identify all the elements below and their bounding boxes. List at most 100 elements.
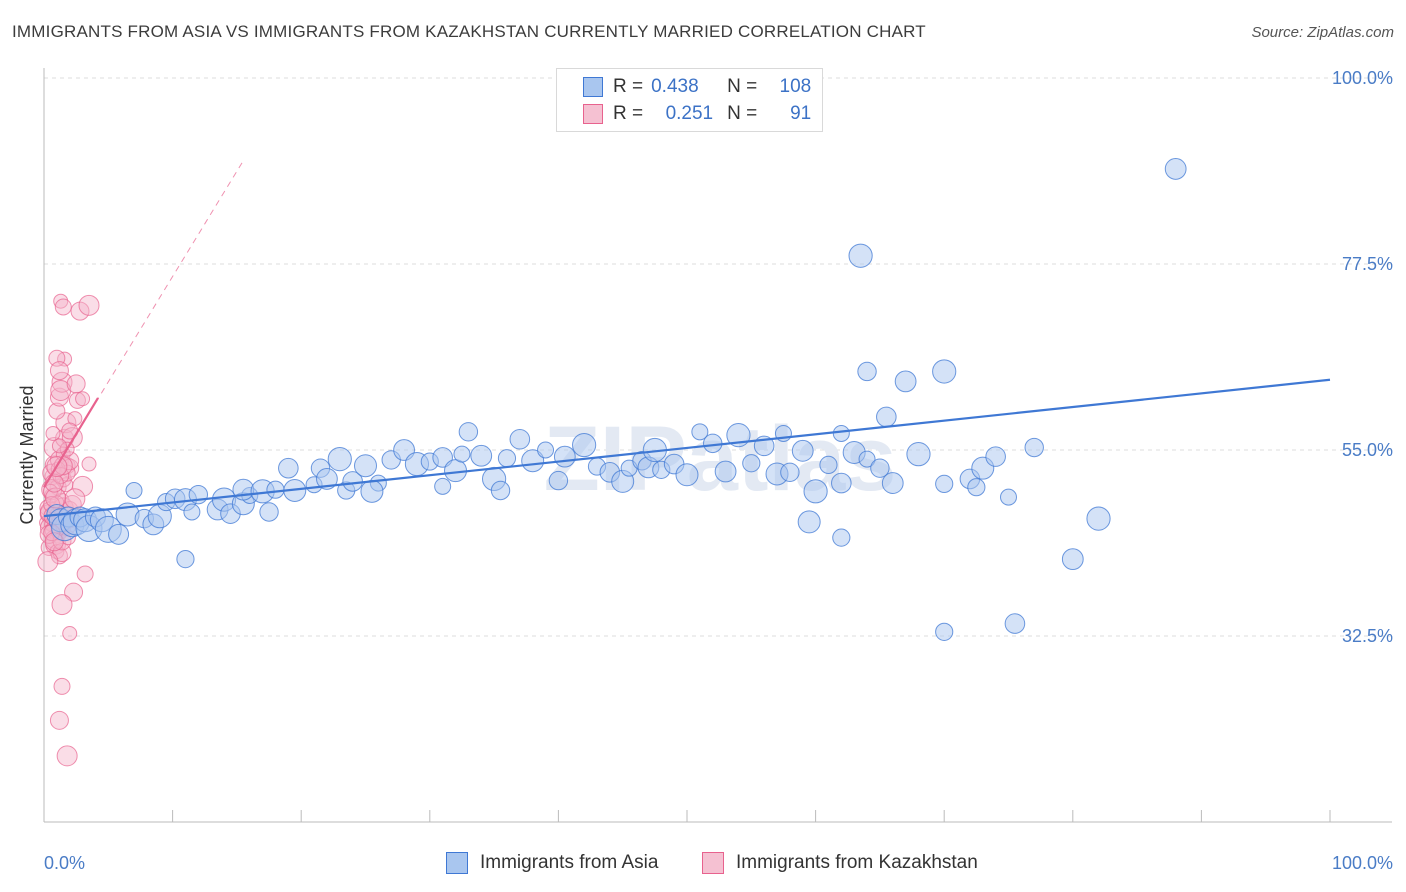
asia-point	[470, 444, 493, 467]
n-value: 91	[790, 103, 812, 124]
asia-point	[327, 446, 352, 472]
kazakhstan-trend-line	[43, 397, 99, 488]
asia-point	[780, 462, 800, 483]
asia-point	[906, 442, 931, 467]
r-value: 0.251	[665, 103, 714, 124]
kazakhstan-trend-extension	[43, 160, 244, 488]
asia-point	[183, 503, 201, 521]
asia-point	[1164, 158, 1187, 180]
asia-point	[832, 528, 851, 547]
kazakhstan-point	[53, 293, 69, 309]
kazakhstan-point	[64, 582, 84, 602]
r-label: R =	[613, 76, 644, 97]
asia-point	[985, 446, 1006, 467]
asia-point	[553, 445, 576, 468]
asia-point	[537, 441, 555, 459]
asia-point	[278, 457, 299, 479]
kazakhstan-point	[64, 488, 86, 510]
asia-point	[932, 359, 957, 384]
asia-point	[876, 406, 897, 428]
asia-point	[857, 361, 877, 382]
asia-point	[742, 454, 761, 473]
watermark: ZIPatlas	[544, 408, 897, 510]
asia-point	[935, 474, 954, 493]
asia-point	[1024, 437, 1044, 458]
asia-point	[497, 449, 517, 468]
kazakhstan-point	[45, 425, 61, 441]
kazakhstan-point	[51, 371, 73, 393]
asia-point	[870, 458, 890, 478]
axes	[43, 68, 1392, 823]
asia-point	[176, 550, 195, 569]
asia-point	[360, 479, 384, 503]
legend-swatch-kazakhstan	[702, 852, 724, 874]
y-axis-label: Currently Married	[17, 385, 37, 524]
n-label: N =	[727, 103, 758, 124]
n-value: 108	[779, 76, 812, 97]
source-label: Source: ZipAtlas.com	[1251, 24, 1394, 41]
asia-point	[266, 480, 285, 499]
kazakhstan-point	[51, 594, 73, 616]
legend-item-asia: Immigrants from Asia	[446, 852, 658, 874]
kazakhstan-point	[78, 294, 100, 316]
kazakhstan-point	[76, 565, 94, 583]
legend-item-kazakhstan: Immigrants from Kazakhstan	[702, 852, 978, 874]
kazakhstan-point	[72, 475, 94, 497]
kazakhstan-point	[50, 547, 68, 565]
legend-swatch-asia	[446, 852, 468, 874]
x-tick-labels: 0.0% 100.0%	[44, 853, 1393, 873]
series-legend: Immigrants from Asia Immigrants from Kaz…	[0, 852, 1406, 878]
kazakhstan-point	[56, 745, 78, 767]
asia-point	[832, 424, 850, 442]
asia-point	[848, 243, 873, 268]
r-label: R =	[613, 103, 644, 124]
kazakhstan-point	[53, 677, 71, 695]
asia-point	[259, 502, 279, 522]
kazakhstan-point	[48, 402, 66, 420]
asia-point	[316, 468, 338, 490]
legend-label-kazakhstan: Immigrants from Kazakhstan	[736, 852, 978, 873]
x-tick-label: 100.0%	[1332, 853, 1393, 873]
y-tick-label: 77.5%	[1342, 254, 1393, 274]
x-tick-label: 0.0%	[44, 853, 85, 873]
kazakhstan-point	[66, 374, 86, 394]
kazakhstan-point	[37, 551, 59, 573]
kazakhstan-point	[54, 298, 72, 316]
asia-point	[509, 428, 531, 450]
kazakhstan-point	[51, 438, 67, 454]
asia-point	[490, 480, 511, 501]
asia-trend-line	[43, 378, 1331, 518]
r-value: 0.438	[651, 76, 699, 97]
asia-point	[858, 450, 876, 468]
asia-point	[691, 423, 709, 441]
asia-point	[434, 477, 452, 495]
asia-point	[232, 478, 255, 501]
asia-point	[967, 478, 986, 497]
y-tick-label: 55.0%	[1342, 440, 1393, 460]
asia-point	[935, 622, 954, 641]
kazakhstan-point	[62, 626, 78, 642]
legend-swatch-asia	[583, 77, 603, 97]
asia-point	[894, 370, 917, 393]
trend-lines	[43, 160, 1331, 518]
kazakhstan-point	[44, 473, 64, 493]
asia-point	[791, 439, 814, 462]
legend-swatch-kazakhstan	[583, 104, 603, 124]
kazakhstan-point	[49, 361, 69, 381]
kazakhstan-point	[49, 710, 69, 730]
asia-point	[803, 479, 828, 504]
asia-point	[703, 433, 723, 454]
kazakhstan-point	[81, 456, 97, 472]
asia-point	[548, 470, 569, 491]
y-tick-label: 32.5%	[1342, 626, 1393, 646]
y-tick-labels: 32.5% 55.0% 77.5% 100.0%	[1332, 68, 1393, 646]
chart-title: IMMIGRANTS FROM ASIA VS IMMIGRANTS FROM …	[12, 22, 926, 41]
asia-point	[1086, 506, 1111, 531]
asia-point	[108, 523, 130, 545]
asia-point	[1004, 613, 1026, 634]
kazakhstan-point	[75, 391, 91, 407]
asia-point	[521, 449, 545, 473]
asia-point	[1000, 488, 1017, 506]
asia-point	[675, 463, 699, 487]
